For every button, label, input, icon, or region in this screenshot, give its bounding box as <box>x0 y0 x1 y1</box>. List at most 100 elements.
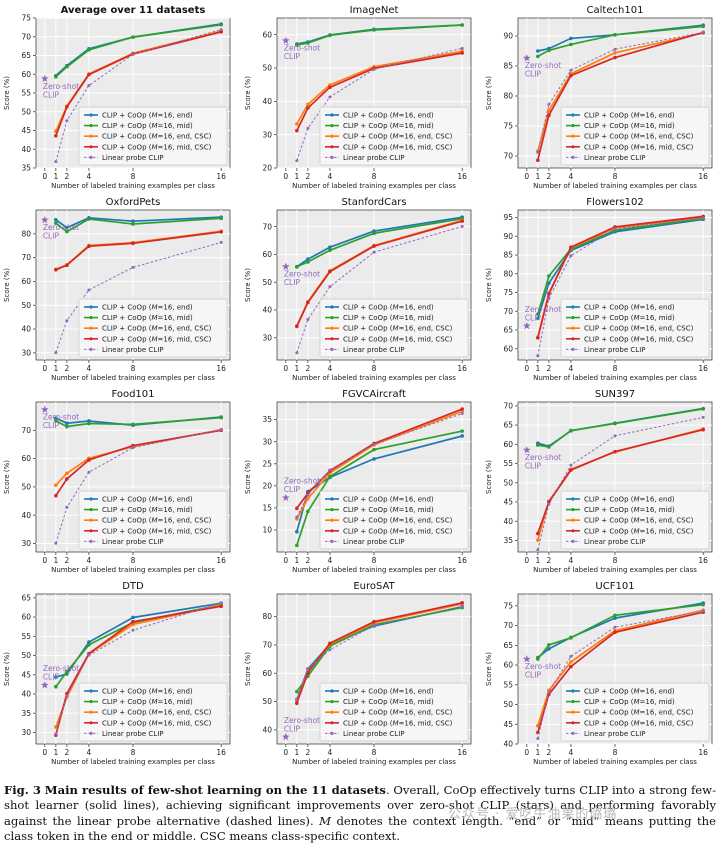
x-tick-label: 2 <box>546 172 551 181</box>
legend-label: Linear probe CLIP <box>102 346 163 354</box>
legend-label: CLIP + CoOp (M=16, mid) <box>102 698 193 706</box>
legend-label: CLIP + CoOp (M=16, end) <box>102 496 193 504</box>
y-tick-label: 30 <box>21 728 31 737</box>
data-point <box>701 407 705 411</box>
y-tick-label: 60 <box>503 344 513 353</box>
y-tick-label: 60 <box>21 454 31 463</box>
data-point <box>547 108 551 113</box>
data-point <box>54 732 58 736</box>
legend-label: CLIP + CoOp (M=16, end) <box>584 688 675 696</box>
zero-shot-star <box>523 655 531 663</box>
y-tick-label: 30 <box>262 333 272 342</box>
data-point <box>328 468 332 472</box>
data-point <box>536 158 540 162</box>
legend-marker <box>89 710 93 714</box>
y-tick-label: 50 <box>21 483 31 492</box>
chart-panel: StanfordCars 30 40 50 60 70 0 1 2 4 8 16 Number of l… <box>241 192 479 382</box>
y-tick-label: 65 <box>21 593 31 602</box>
figure-caption: Fig. 3 Main results of few-shot learning… <box>4 783 716 845</box>
legend-marker <box>89 316 93 320</box>
data-point <box>372 28 376 32</box>
legend-marker <box>330 305 334 309</box>
y-tick-label: 85 <box>503 251 513 260</box>
series-line <box>55 29 222 162</box>
y-tick-label: 80 <box>262 612 272 621</box>
legend-label: CLIP + CoOp (M=16, mid, CSC) <box>343 143 453 151</box>
data-point <box>536 49 540 53</box>
y-tick-label: 45 <box>503 498 513 507</box>
legend-label: CLIP + CoOp (M=16, mid) <box>343 506 434 514</box>
data-point <box>295 351 299 355</box>
legend-marker <box>330 145 334 149</box>
data-point <box>54 416 58 420</box>
legend-label: CLIP + CoOp (M=16, end) <box>102 112 193 120</box>
caption-bold-title: Main results of few-shot learning on the… <box>44 782 386 797</box>
legend-label: CLIP + CoOp (M=16, end, CSC) <box>584 325 694 333</box>
zero-shot-label: Zero-shot CLIP <box>525 305 561 323</box>
zero-shot-label: Zero-shot CLIP <box>43 664 79 682</box>
data-point <box>701 609 705 613</box>
y-tick-label: 20 <box>262 481 272 490</box>
data-point <box>87 84 91 87</box>
data-point <box>131 422 135 427</box>
chart-svg: Flowers102 60 65 70 75 80 85 90 95 0 1 2 4 8 16Number … <box>485 197 713 382</box>
legend-label: CLIP + CoOp (M=16, mid, CSC) <box>102 719 212 727</box>
x-tick-label: 8 <box>372 364 377 373</box>
y-tick-label: 65 <box>503 421 513 430</box>
y-tick-label: 10 <box>262 526 272 535</box>
data-point <box>65 471 69 476</box>
x-tick-label: 2 <box>305 172 310 181</box>
data-point <box>65 64 69 69</box>
chart-title: FGVCAircraft <box>342 389 406 400</box>
legend-marker <box>330 731 334 735</box>
legend-marker <box>571 689 575 693</box>
legend-marker <box>330 689 334 693</box>
legend-marker <box>330 700 334 704</box>
data-point <box>219 22 223 27</box>
x-tick-label: 8 <box>372 172 377 181</box>
data-point <box>219 428 223 432</box>
legend-marker <box>89 721 93 725</box>
data-point <box>65 319 69 323</box>
legend-marker <box>330 710 334 714</box>
x-tick-label: 8 <box>131 748 136 757</box>
legend-label: CLIP + CoOp (M=16, mid) <box>102 314 193 322</box>
chart-title: Flowers102 <box>586 197 643 208</box>
x-tick-label: 0 <box>524 172 529 181</box>
x-tick-label: 0 <box>283 172 288 181</box>
chart-panel: Caltech101 70 75 80 85 90 0 1 2 4 8 16 Number of lab… <box>482 0 720 190</box>
data-point <box>613 616 617 620</box>
data-point <box>295 43 299 47</box>
chart-panel: OxfordPets 30 40 50 60 70 80 0 1 2 4 8 16 Number of l… <box>0 192 238 382</box>
data-point <box>328 33 332 38</box>
x-tick-label: 8 <box>372 748 377 757</box>
chart-panel: DTD 30 35 40 45 50 55 60 65 0 1 2 4 8 16 Number of labe… <box>0 576 238 766</box>
y-tick-label: 50 <box>262 278 272 287</box>
data-point <box>295 697 299 701</box>
y-tick-label: 55 <box>503 680 513 689</box>
x-tick-label: 0 <box>42 172 47 181</box>
y-tick-label: 50 <box>21 301 31 310</box>
watermark-text: 公众号 · 爱吃牛油果的璐璐 <box>448 807 618 822</box>
y-tick-label: 50 <box>503 478 513 487</box>
x-tick-label: 4 <box>328 748 333 757</box>
y-tick-label: 80 <box>503 92 513 101</box>
legend-label: CLIP + CoOp (M=16, mid) <box>343 122 434 130</box>
x-tick-label: 8 <box>131 364 136 373</box>
legend-label: CLIP + CoOp (M=16, end) <box>343 112 434 120</box>
legend-marker <box>571 347 575 351</box>
y-tick-label: 35 <box>21 709 31 718</box>
legend-marker <box>89 508 93 512</box>
data-point <box>295 506 299 511</box>
legend-marker <box>330 518 334 522</box>
x-tick-label: 2 <box>64 172 69 181</box>
data-point <box>306 257 310 261</box>
chart-legend <box>78 682 228 742</box>
data-point <box>131 35 135 39</box>
y-tick-label: 70 <box>262 222 272 231</box>
legend-marker <box>89 518 93 522</box>
legend-marker <box>89 124 93 128</box>
